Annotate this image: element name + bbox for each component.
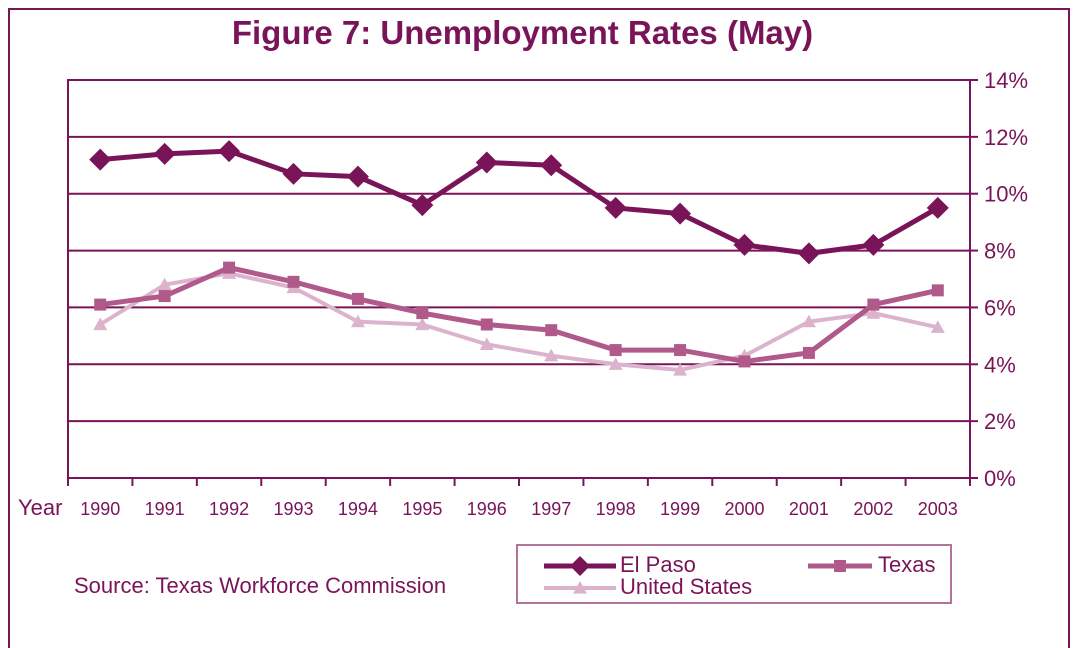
series-united-states <box>93 266 945 376</box>
data-point-triangle <box>930 320 945 333</box>
data-point-triangle <box>673 362 688 376</box>
y-tick-label: 4% <box>984 352 1016 377</box>
source-note: Source: Texas Workforce Commission <box>74 573 447 598</box>
data-point-square <box>287 275 300 288</box>
x-tick-label: 2000 <box>724 499 764 519</box>
data-point-triangle <box>544 348 559 362</box>
x-tick-label: 2003 <box>918 499 958 519</box>
chart-title: Figure 7: Unemployment Rates (May) <box>231 14 814 51</box>
y-tick-label: 12% <box>984 125 1028 150</box>
y-tick-label: 14% <box>984 68 1028 93</box>
data-point-square <box>223 261 236 274</box>
data-point-triangle <box>479 337 494 350</box>
x-tick-label: 1997 <box>531 499 571 519</box>
x-axis-label: Year <box>18 495 62 520</box>
figure-frame <box>8 8 1070 648</box>
data-point-diamond <box>89 148 112 171</box>
data-point-triangle <box>801 314 816 328</box>
series-line <box>99 148 940 256</box>
x-tick-label: 1991 <box>145 499 185 519</box>
data-point-triangle <box>573 581 587 594</box>
data-point-diamond <box>411 194 434 217</box>
data-point-square <box>834 560 846 572</box>
legend-swatches <box>544 556 872 594</box>
data-point-square <box>867 298 880 311</box>
y-tick-label: 0% <box>984 466 1016 491</box>
data-point-diamond <box>475 151 498 174</box>
data-point-diamond <box>669 202 692 225</box>
series-line <box>99 265 939 364</box>
data-point-diamond <box>282 162 305 185</box>
data-point-square <box>545 324 558 337</box>
data-point-triangle <box>866 306 881 319</box>
data-point-square <box>480 318 493 331</box>
legend-label-el-paso: El Paso <box>620 552 696 577</box>
data-point-square <box>609 344 622 357</box>
data-point-diamond <box>926 196 949 219</box>
y-tick-label: 2% <box>984 409 1016 434</box>
data-point-triangle <box>93 317 108 331</box>
data-point-diamond <box>862 233 885 256</box>
y-tick-label: 10% <box>984 182 1028 207</box>
x-tick-label: 1995 <box>402 499 442 519</box>
x-tick-label: 1994 <box>338 499 378 519</box>
y-tick-label: 8% <box>984 239 1016 264</box>
data-point-triangle <box>415 317 430 331</box>
y-tick-label: 6% <box>984 295 1016 320</box>
data-point-diamond <box>540 154 563 177</box>
data-point-diamond <box>604 196 627 219</box>
data-point-diamond <box>570 556 590 576</box>
data-point-diamond <box>153 142 176 165</box>
x-tick-label: 1998 <box>596 499 636 519</box>
series-layer <box>89 140 949 376</box>
x-tick-label: 1992 <box>209 499 249 519</box>
data-point-square <box>802 346 815 359</box>
series-line <box>99 271 939 372</box>
legend-label-texas: Texas <box>878 552 936 577</box>
axis-layer: 0% 2% 4% 6% 8% 10% 12% 14% 1990 1991 1992 1993 1994 1… <box>67 68 1028 519</box>
data-point-square <box>351 292 364 305</box>
data-point-diamond <box>218 140 241 163</box>
x-tick-label: 1993 <box>273 499 313 519</box>
data-point-triangle <box>350 314 365 328</box>
data-point-diamond <box>346 165 369 188</box>
data-point-triangle <box>608 357 623 370</box>
data-point-triangle <box>157 277 172 291</box>
x-tick-label: 2002 <box>853 499 893 519</box>
legend: El Paso Texas United States <box>516 544 952 604</box>
data-point-square <box>416 307 429 320</box>
data-point-diamond <box>797 242 820 265</box>
series-texas <box>94 261 944 368</box>
legend-label-united-states: United States <box>620 574 753 599</box>
series-el-paso <box>89 140 949 265</box>
x-tick-label: 1990 <box>80 499 120 519</box>
x-tick-label: 1999 <box>660 499 700 519</box>
data-point-square <box>94 298 107 311</box>
data-point-square <box>738 355 751 368</box>
x-tick-label: 2001 <box>789 499 829 519</box>
data-point-square <box>674 344 687 357</box>
data-point-square <box>931 284 944 297</box>
data-point-square <box>158 290 171 303</box>
x-tick-label: 1996 <box>467 499 507 519</box>
data-point-diamond <box>733 233 756 256</box>
